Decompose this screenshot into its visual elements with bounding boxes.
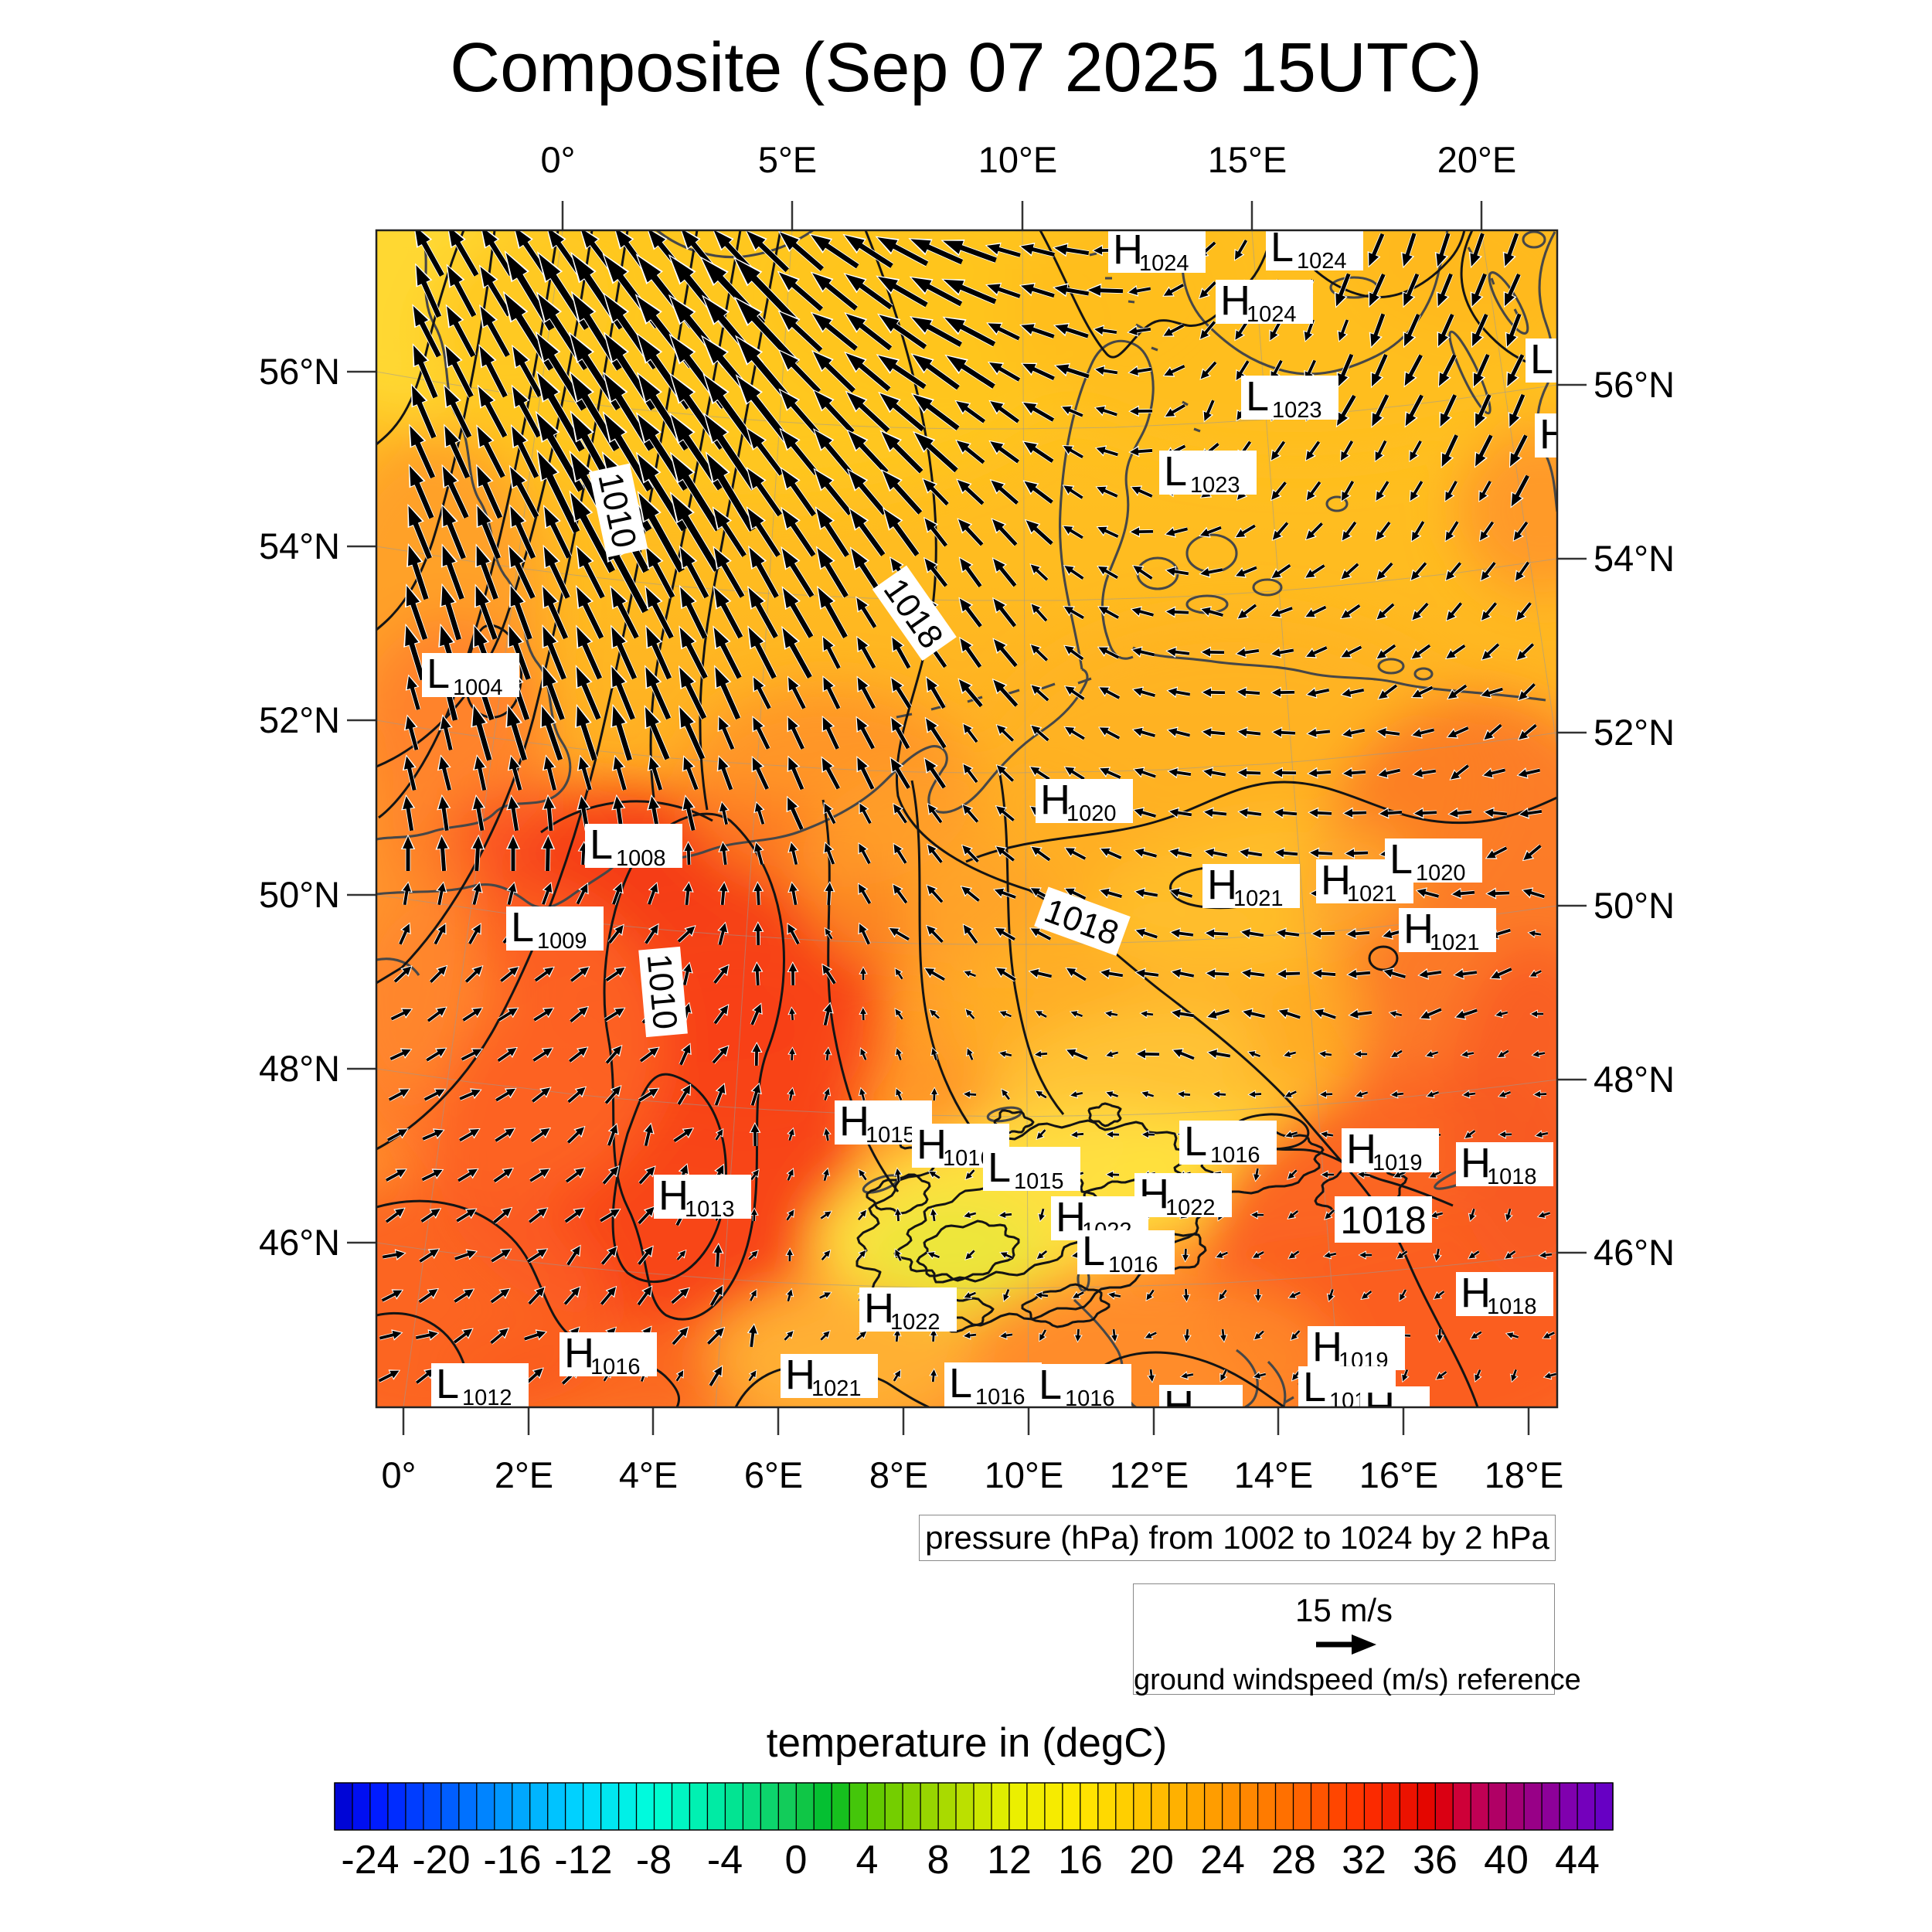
- svg-text:32: 32: [1342, 1838, 1386, 1883]
- svg-text:0: 0: [785, 1838, 808, 1883]
- svg-text:1016: 1016: [1210, 1143, 1260, 1168]
- svg-text:1021: 1021: [811, 1376, 862, 1401]
- svg-text:20: 20: [1129, 1838, 1174, 1883]
- svg-text:-12: -12: [554, 1838, 612, 1883]
- svg-text:1024: 1024: [1139, 251, 1189, 276]
- svg-text:24: 24: [1200, 1838, 1245, 1883]
- svg-text:H: H: [1113, 226, 1143, 273]
- svg-text:40: 40: [1484, 1838, 1529, 1883]
- svg-text:12: 12: [987, 1838, 1032, 1883]
- svg-text:1015: 1015: [866, 1123, 916, 1148]
- svg-text:H: H: [1461, 1270, 1491, 1316]
- svg-text:H: H: [1461, 1140, 1491, 1186]
- svg-text:4: 4: [856, 1838, 879, 1883]
- svg-text:1018: 1018: [1487, 1165, 1537, 1189]
- svg-text:-24: -24: [341, 1838, 399, 1883]
- svg-text:1024: 1024: [1297, 249, 1347, 274]
- svg-text:H: H: [785, 1352, 815, 1398]
- svg-text:H: H: [1312, 1324, 1342, 1370]
- svg-text:H: H: [1403, 906, 1434, 952]
- svg-text:H: H: [1321, 857, 1351, 903]
- svg-text:temperature in (degC): temperature in (degC): [767, 1720, 1167, 1766]
- svg-text:1008: 1008: [616, 846, 666, 871]
- svg-text:-4: -4: [707, 1838, 743, 1883]
- svg-text:H: H: [1164, 1383, 1194, 1429]
- svg-text:L: L: [988, 1145, 1011, 1191]
- svg-text:L: L: [427, 651, 450, 697]
- svg-text:L: L: [1164, 448, 1187, 495]
- svg-text:H: H: [917, 1121, 947, 1168]
- svg-text:H: H: [1040, 777, 1070, 823]
- svg-text:1016: 1016: [975, 1385, 1026, 1410]
- svg-text:H: H: [839, 1098, 869, 1145]
- svg-text:1016: 1016: [1108, 1253, 1158, 1277]
- svg-text:101: 101: [1190, 1407, 1227, 1432]
- svg-text:1022: 1022: [1165, 1196, 1216, 1220]
- svg-text:1009: 1009: [537, 929, 587, 954]
- svg-text:H: H: [864, 1285, 894, 1332]
- svg-text:1019: 1019: [1372, 1151, 1423, 1175]
- svg-text:28: 28: [1271, 1838, 1316, 1883]
- svg-text:L: L: [1246, 373, 1269, 420]
- svg-text:L: L: [1184, 1118, 1207, 1165]
- svg-text:L: L: [1082, 1228, 1105, 1274]
- svg-text:-8: -8: [636, 1838, 672, 1883]
- svg-text:1018: 1018: [1487, 1294, 1537, 1319]
- svg-text:L: L: [1270, 224, 1294, 270]
- svg-text:L: L: [1039, 1362, 1062, 1408]
- svg-text:1021: 1021: [1233, 886, 1284, 911]
- svg-text:1004: 1004: [453, 675, 503, 700]
- svg-text:-20: -20: [412, 1838, 470, 1883]
- svg-text:1023: 1023: [1272, 398, 1322, 423]
- svg-text:1023: 1023: [1190, 473, 1240, 498]
- svg-text:1018: 1018: [1340, 1199, 1426, 1242]
- svg-text:1024: 1024: [1247, 302, 1297, 327]
- svg-text:1021: 1021: [1347, 882, 1397, 906]
- svg-text:H: H: [658, 1172, 689, 1219]
- svg-text:L: L: [511, 904, 534, 951]
- svg-text:1022: 1022: [890, 1310, 940, 1335]
- svg-text:H: H: [1346, 1126, 1376, 1172]
- svg-text:H: H: [1207, 862, 1237, 908]
- svg-text:16: 16: [1058, 1838, 1103, 1883]
- svg-text:36: 36: [1413, 1838, 1458, 1883]
- svg-text:H: H: [564, 1330, 594, 1376]
- svg-text:H: H: [1539, 411, 1570, 457]
- svg-text:1020: 1020: [1066, 801, 1117, 826]
- svg-text:1: 1: [1556, 361, 1569, 386]
- svg-text:44: 44: [1555, 1838, 1600, 1883]
- svg-text:L: L: [1389, 836, 1413, 883]
- svg-text:1010: 1010: [640, 952, 684, 1031]
- svg-text:L: L: [1303, 1364, 1326, 1410]
- svg-text:L: L: [436, 1361, 459, 1407]
- svg-text:L: L: [949, 1360, 972, 1406]
- svg-text:1021: 1021: [1430, 930, 1480, 955]
- svg-text:H: H: [1365, 1384, 1395, 1430]
- svg-text:1020: 1020: [1416, 861, 1466, 886]
- svg-text:1015: 1015: [1014, 1169, 1064, 1194]
- svg-text:L: L: [1530, 336, 1553, 383]
- svg-text:1016: 1016: [1065, 1386, 1115, 1411]
- svg-text:8: 8: [927, 1838, 950, 1883]
- svg-text:1016: 1016: [590, 1355, 641, 1379]
- svg-text:-16: -16: [483, 1838, 541, 1883]
- svg-text:1012: 1012: [462, 1386, 512, 1410]
- svg-text:H: H: [1220, 277, 1250, 324]
- svg-text:L: L: [590, 821, 613, 868]
- svg-text:1013: 1013: [685, 1197, 735, 1222]
